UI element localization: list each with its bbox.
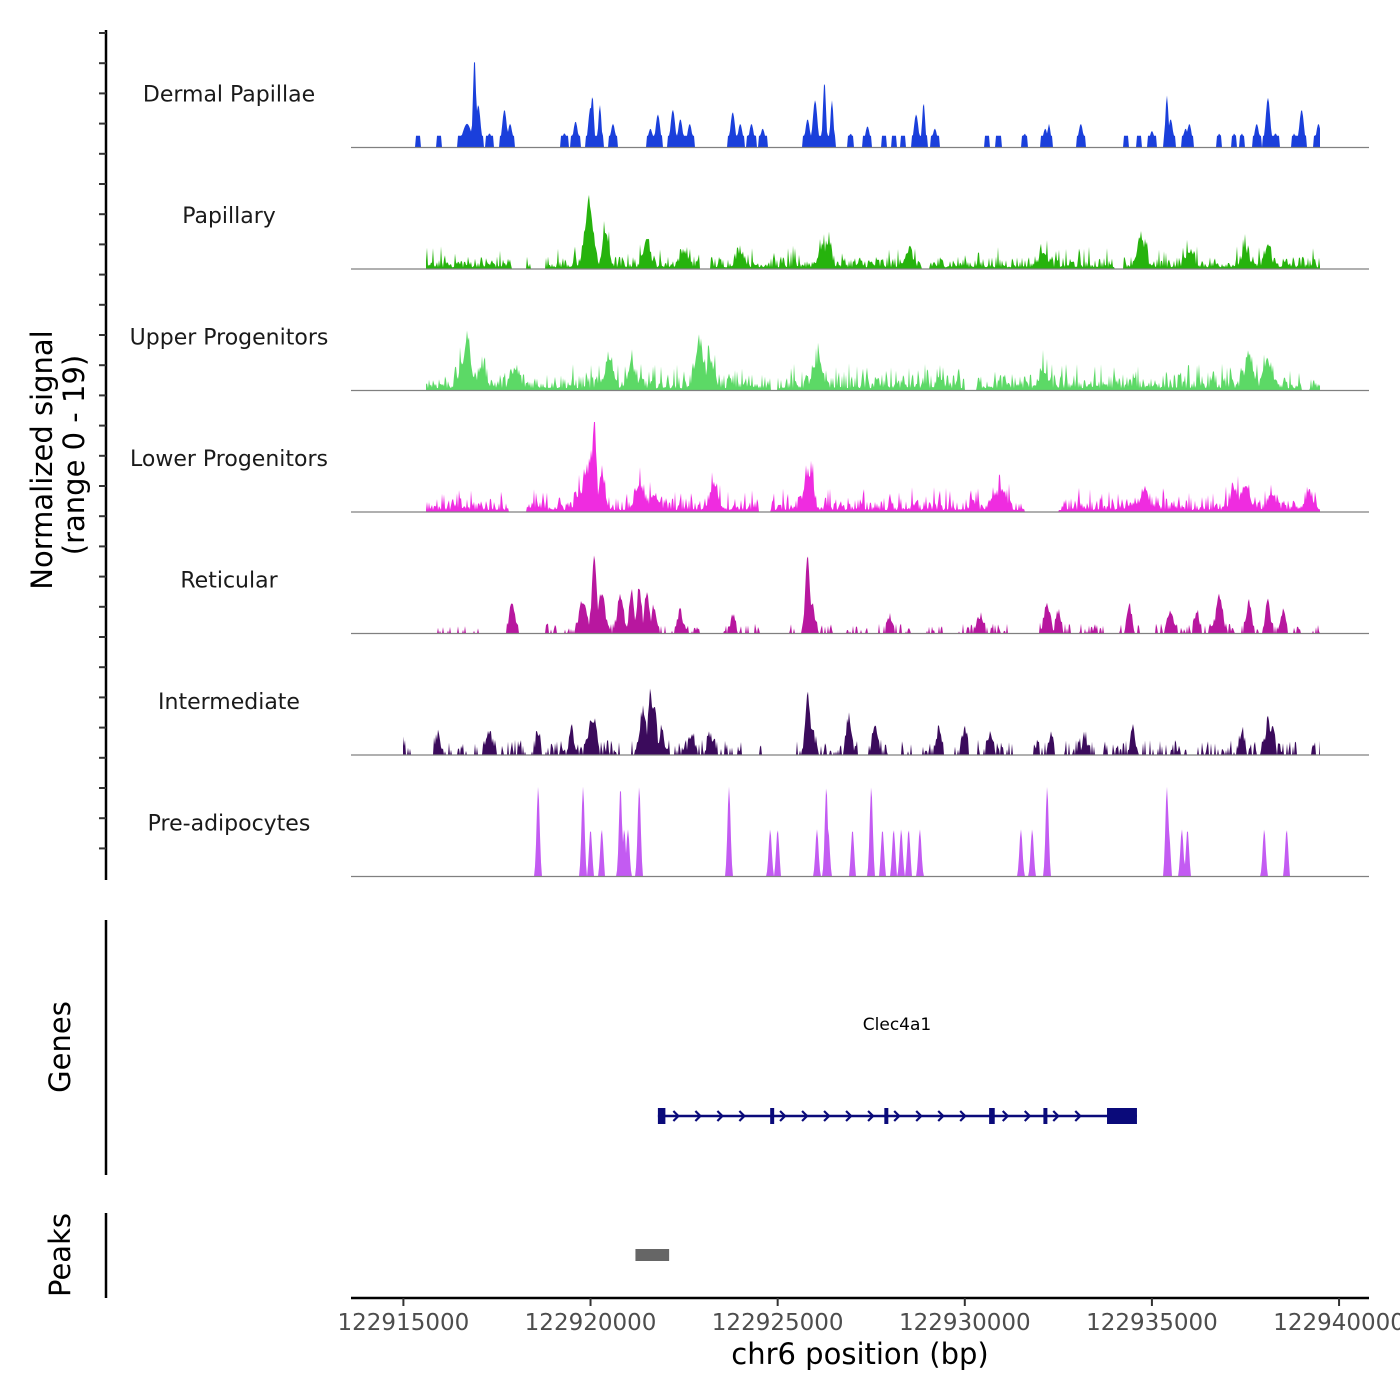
utr-exon — [1107, 1108, 1137, 1124]
strand-arrow-icon — [779, 1110, 787, 1122]
x-tick-label: 122935000 — [1086, 1310, 1218, 1336]
track-label: Pre-adipocytes — [148, 812, 311, 837]
track-label: Reticular — [180, 569, 278, 594]
coverage-area — [433, 555, 1320, 634]
x-tick-label: 122920000 — [525, 1310, 657, 1336]
strand-arrow-icon — [716, 1110, 724, 1122]
peak-region — [635, 1249, 670, 1261]
track-papillary: Papillary — [182, 194, 1369, 270]
genes-panel: Genes Clec4a1 — [43, 920, 1137, 1175]
coverage-area — [403, 62, 1320, 148]
exon — [1043, 1108, 1048, 1124]
track-label: Intermediate — [158, 690, 300, 715]
track-pre-adipocytes: Pre-adipocytes — [148, 786, 1369, 878]
coverage-area — [403, 688, 1320, 755]
strand-arrow-icon — [823, 1110, 831, 1122]
x-tick-label: 122930000 — [899, 1310, 1031, 1336]
strand-arrow-icon — [959, 1110, 967, 1122]
coverage-area — [403, 786, 1320, 877]
strand-arrow-icon — [1074, 1110, 1082, 1122]
coverage-area — [426, 330, 1320, 391]
track-label: Lower Progenitors — [130, 447, 328, 472]
track-label: Upper Progenitors — [130, 326, 329, 351]
strand-arrow-icon — [694, 1110, 702, 1122]
strand-arrow-icon — [801, 1110, 809, 1122]
strand-arrow-icon — [845, 1110, 853, 1122]
gene-model — [657, 1108, 1137, 1124]
x-axis-label: chr6 position (bp) — [731, 1337, 988, 1371]
track-reticular: Reticular — [180, 555, 1369, 635]
strand-arrow-icon — [893, 1110, 901, 1122]
peak-regions — [635, 1249, 670, 1261]
gene-name-label: Clec4a1 — [863, 1015, 931, 1035]
coverage-y-label-line1: Normalized signal — [25, 330, 59, 589]
strand-arrow-icon — [915, 1110, 923, 1122]
strand-arrow-icon — [672, 1110, 680, 1122]
strand-arrow-icon — [1001, 1110, 1010, 1122]
x-tick-label: 122915000 — [338, 1310, 470, 1336]
track-lower-progenitors: Lower Progenitors — [130, 422, 1369, 513]
track-intermediate: Intermediate — [158, 688, 1369, 756]
genes-track-label: Genes — [43, 1001, 77, 1093]
x-axis: 122915000 122920000 122925000 122930000 1229… — [338, 1296, 1400, 1371]
track-dermal-papillae: Dermal Papillae — [143, 62, 1369, 149]
x-tick-label: 122940000 — [1273, 1310, 1400, 1336]
strand-arrow-icon — [937, 1110, 945, 1122]
track-label: Papillary — [182, 204, 276, 229]
coverage-y-label-line2: (range 0 - 19) — [57, 355, 91, 555]
peaks-track-label: Peaks — [43, 1213, 77, 1297]
coverage-tracks: Dermal Papillae Papillary Upper Progenitor… — [130, 62, 1369, 878]
exon — [770, 1108, 775, 1124]
strand-arrow-icon — [1052, 1110, 1060, 1122]
track-upper-progenitors: Upper Progenitors — [130, 326, 1369, 392]
track-label: Dermal Papillae — [143, 83, 315, 108]
strand-arrow-icon — [738, 1110, 746, 1122]
peaks-panel: Peaks — [43, 1213, 670, 1298]
strand-arrow-icon — [867, 1110, 875, 1122]
exon — [657, 1108, 666, 1124]
coverage-panel: Normalized signal (range 0 - 19) Dermal … — [25, 30, 1369, 880]
strand-arrow-icon — [1023, 1110, 1032, 1122]
exon — [884, 1108, 889, 1124]
x-ticks: 122915000 122920000 122925000 122930000 1229… — [338, 1298, 1400, 1336]
coverage-area — [426, 422, 1320, 512]
coverage-area — [426, 194, 1320, 269]
coverage-y-ticks — [99, 32, 106, 850]
x-tick-label: 122925000 — [712, 1310, 844, 1336]
exon — [989, 1108, 995, 1124]
